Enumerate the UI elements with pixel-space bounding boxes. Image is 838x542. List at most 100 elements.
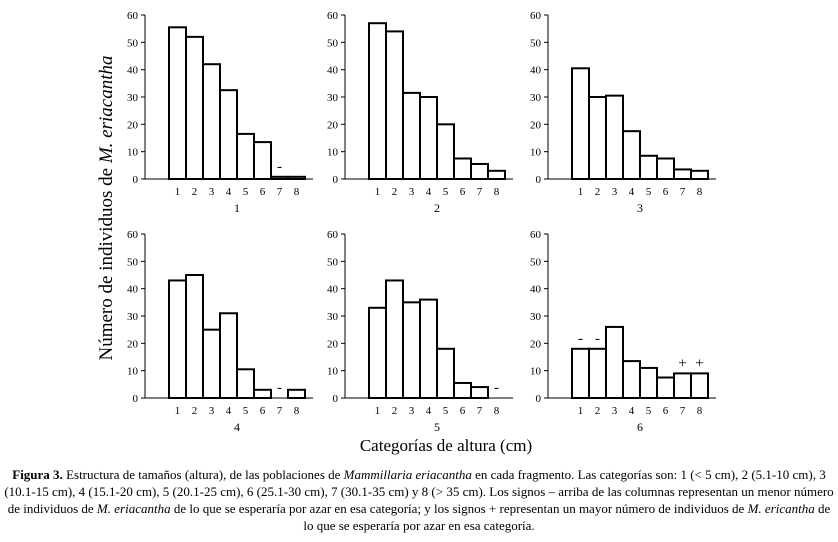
panel-1-sign: - [277, 159, 282, 175]
panel-6-sign: - [578, 331, 583, 347]
panel-3-y-tick-label: 10 [530, 147, 542, 159]
panel-2-category-label: 8 [494, 186, 500, 198]
panel-4-sign: - [277, 380, 282, 396]
panel-2-bar-7 [470, 162, 489, 180]
panel-6-label: 6 [637, 420, 643, 434]
panel-2-y-tick-label: 50 [327, 37, 339, 49]
panel-6-category-label: 6 [663, 405, 669, 417]
caption-label: Figura 3. [12, 467, 63, 482]
panel-4-category-label: 2 [192, 405, 198, 417]
panel-1-category-label: 3 [209, 186, 215, 198]
panel-5-bar-7 [470, 386, 489, 400]
panel-5-category-label: 7 [477, 405, 483, 417]
panel-5-y-tick-label: 20 [327, 338, 339, 350]
panel-3-category-label: 7 [680, 186, 686, 198]
panel-4-category-label: 3 [209, 405, 215, 417]
panel-4-y-tick-label: 20 [127, 338, 139, 350]
panel-1-category-label: 6 [260, 186, 266, 198]
panel-4-bar-8 [287, 388, 306, 399]
panel-5-label: 5 [434, 420, 440, 434]
panel-2-y-tick-label: 0 [333, 174, 339, 186]
panel-6-y-tick-label: 40 [530, 284, 542, 296]
caption-species-1: Mammillaria eriacantha [343, 467, 472, 482]
panel-1-category-label: 5 [243, 186, 249, 198]
panel-2-category-label: 1 [375, 186, 381, 198]
panel-4-y-tick-label: 60 [127, 229, 139, 241]
panel-2-label: 2 [434, 201, 440, 215]
panel-4-y-tick-label: 10 [127, 366, 139, 378]
panel-1-bar-7 [270, 175, 289, 181]
x-axis-label: Categorías de altura (cm) [360, 436, 532, 455]
panel-2-bar-6 [453, 157, 472, 180]
panel-4-bar-6 [253, 388, 272, 399]
panel-5-bar-6 [453, 381, 472, 400]
panel-3-bar-2 [588, 96, 607, 180]
caption-text-4: de lo que se esperaría por azar en esa c… [303, 501, 831, 533]
panel-2-category-label: 4 [426, 186, 432, 198]
panel-1-bar-8 [287, 175, 306, 181]
panel-6-category-label: 5 [646, 405, 652, 417]
panel-5-y-tick-label: 50 [327, 256, 339, 268]
panel-4-category-label: 5 [243, 405, 249, 417]
panel-6-bar-5 [639, 366, 658, 399]
panel-5-category-label: 6 [460, 405, 466, 417]
panel-4-bar-4 [219, 312, 238, 399]
y-axis-label-prefix: Número de individuos de [96, 163, 117, 360]
caption-text-2: en cada fragmento. Las categorías son: 1… [4, 467, 834, 516]
panel-3-category-label: 2 [595, 186, 601, 198]
panel-4-category-label: 7 [277, 405, 283, 417]
panel-4-category-label: 8 [294, 405, 300, 417]
panel-1-y-tick-label: 50 [127, 37, 139, 49]
panel-6-y-tick-label: 30 [530, 311, 542, 323]
panel-6-bar-1 [571, 347, 590, 399]
panel-1-category-label: 4 [226, 186, 232, 198]
panel-5-bar-4 [419, 298, 438, 400]
panel-2-bar-1 [368, 22, 387, 181]
panel-4-bar-5 [236, 368, 255, 399]
panel-3-category-label: 5 [646, 186, 652, 198]
panel-2-category-label: 5 [443, 186, 449, 198]
panel-5-category-label: 4 [426, 405, 432, 417]
panel-3-bar-7 [673, 168, 692, 181]
panel-4-label: 4 [234, 420, 240, 434]
panel-6-category-label: 4 [629, 405, 635, 417]
panel-3-category-label: 3 [612, 186, 618, 198]
panel-5-bar-1 [368, 306, 387, 399]
panel-2-y-tick-label: 40 [327, 65, 339, 77]
panel-6-category-label: 7 [680, 405, 686, 417]
panel-1-bar-3 [202, 63, 221, 180]
panel-6-sign: + [678, 355, 686, 371]
panel-2-category-label: 3 [409, 186, 415, 198]
panel-6-category-label: 2 [595, 405, 601, 417]
panel-3-bar-8 [690, 169, 709, 181]
panel-1-bar-4 [219, 89, 238, 180]
panel-3-category-label: 1 [578, 186, 584, 198]
y-axis-label: Número de individuos de M. eriacantha [96, 55, 117, 360]
panel-2-bar-3 [402, 91, 421, 180]
panel-1-category-label: 2 [192, 186, 198, 198]
panel-2-bar-8 [487, 169, 506, 181]
panel-4-category-label: 4 [226, 405, 232, 417]
panel-4-bar-2 [185, 274, 204, 399]
panel-2-y-tick-label: 10 [327, 147, 339, 159]
panel-6-y-tick-label: 0 [536, 393, 542, 405]
panel-1-bar-1 [168, 26, 187, 180]
panel-1-bar-6 [253, 141, 272, 181]
panel-3-y-tick-label: 60 [530, 10, 542, 22]
panel-3-bar-6 [656, 157, 675, 180]
panel-4-category-label: 1 [175, 405, 181, 417]
panel-5-y-tick-label: 10 [327, 366, 339, 378]
panel-6-bar-3 [605, 325, 624, 399]
panel-5-category-label: 8 [494, 405, 500, 417]
panel-5-category-label: 2 [392, 405, 398, 417]
panel-5-y-tick-label: 60 [327, 229, 339, 241]
panel-1-y-tick-label: 20 [127, 119, 139, 131]
figure-panels: Número de individuos de M. eriacantha Ca… [96, 10, 716, 455]
panel-6-bar-8 [690, 372, 709, 399]
panel-5-y-tick-label: 0 [333, 393, 339, 405]
panel-6-bar-6 [656, 376, 675, 399]
panel-6-y-tick-label: 60 [530, 229, 542, 241]
panel-2-y-tick-label: 60 [327, 10, 339, 22]
panel-6-category-label: 3 [612, 405, 618, 417]
y-axis-label-species: M. eriacantha [96, 55, 117, 164]
